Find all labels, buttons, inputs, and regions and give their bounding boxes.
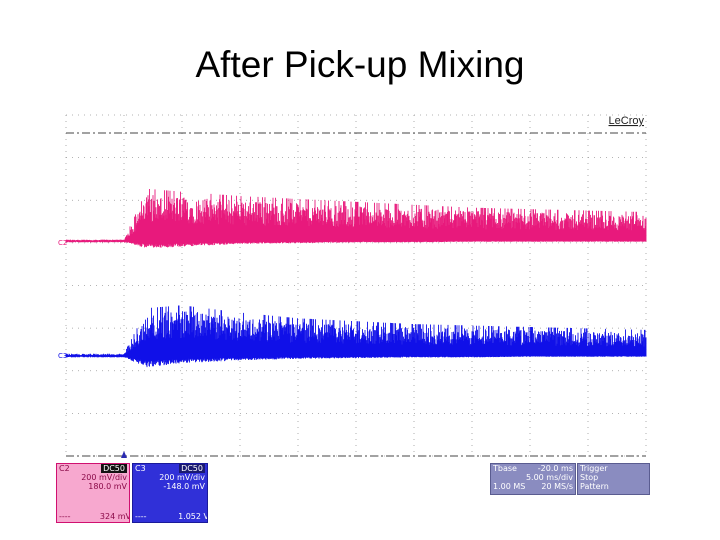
traces: [65, 189, 647, 368]
grid: [65, 114, 647, 457]
timebase-scale: 5.00 ms/div: [525, 473, 573, 482]
trigger-type: Pattern: [580, 482, 609, 491]
slide-title: After Pick-up Mixing: [195, 44, 525, 85]
ch3-ground-marker: C3: [58, 352, 67, 360]
ch2-name: C2: [59, 464, 70, 473]
timebase-rate: 20 MS/s: [541, 482, 573, 491]
timebase-descriptor[interactable]: Tbase -20.0 ms 5.00 ms/div 1.00 MS 20 MS/s: [490, 463, 576, 495]
trace-c3-waveform: [65, 305, 647, 368]
ch2-ground-marker: C2: [58, 239, 67, 247]
ch2-offset: 180.0 mV: [88, 482, 127, 491]
trace-c2: [65, 189, 647, 248]
channel-2-descriptor[interactable]: C2 DC50 200 mV/div 180.0 mV ---- 324 mV: [56, 463, 130, 523]
timebase-label: Tbase: [493, 464, 517, 473]
ch3-coupling: DC50: [179, 464, 205, 473]
ch3-scale: 200 mV/div: [159, 473, 205, 482]
timebase-samples: 1.00 MS: [493, 482, 526, 491]
trace-c3: [65, 305, 647, 368]
ch2-value: 324 mV: [99, 512, 130, 521]
ch2-scale: 200 mV/div: [81, 473, 127, 482]
ch2-coupling: DC50: [101, 464, 127, 473]
trigger-label: Trigger: [580, 464, 608, 473]
timebase-delay: -20.0 ms: [537, 464, 573, 473]
lecroy-logo: LeCroy: [609, 115, 645, 127]
channel-3-descriptor[interactable]: C3 DC50 200 mV/div -148.0 mV ---- 1.052 V: [132, 463, 208, 523]
trigger-marker: [121, 451, 127, 458]
ch3-offset: -148.0 mV: [163, 482, 205, 491]
trigger-mode: Stop: [580, 473, 599, 482]
trigger-descriptor[interactable]: Trigger Stop Pattern: [577, 463, 650, 495]
ch3-value: 1.052 V: [178, 512, 208, 521]
ch3-name: C3: [135, 464, 146, 473]
trace-c2-waveform: [65, 189, 647, 248]
